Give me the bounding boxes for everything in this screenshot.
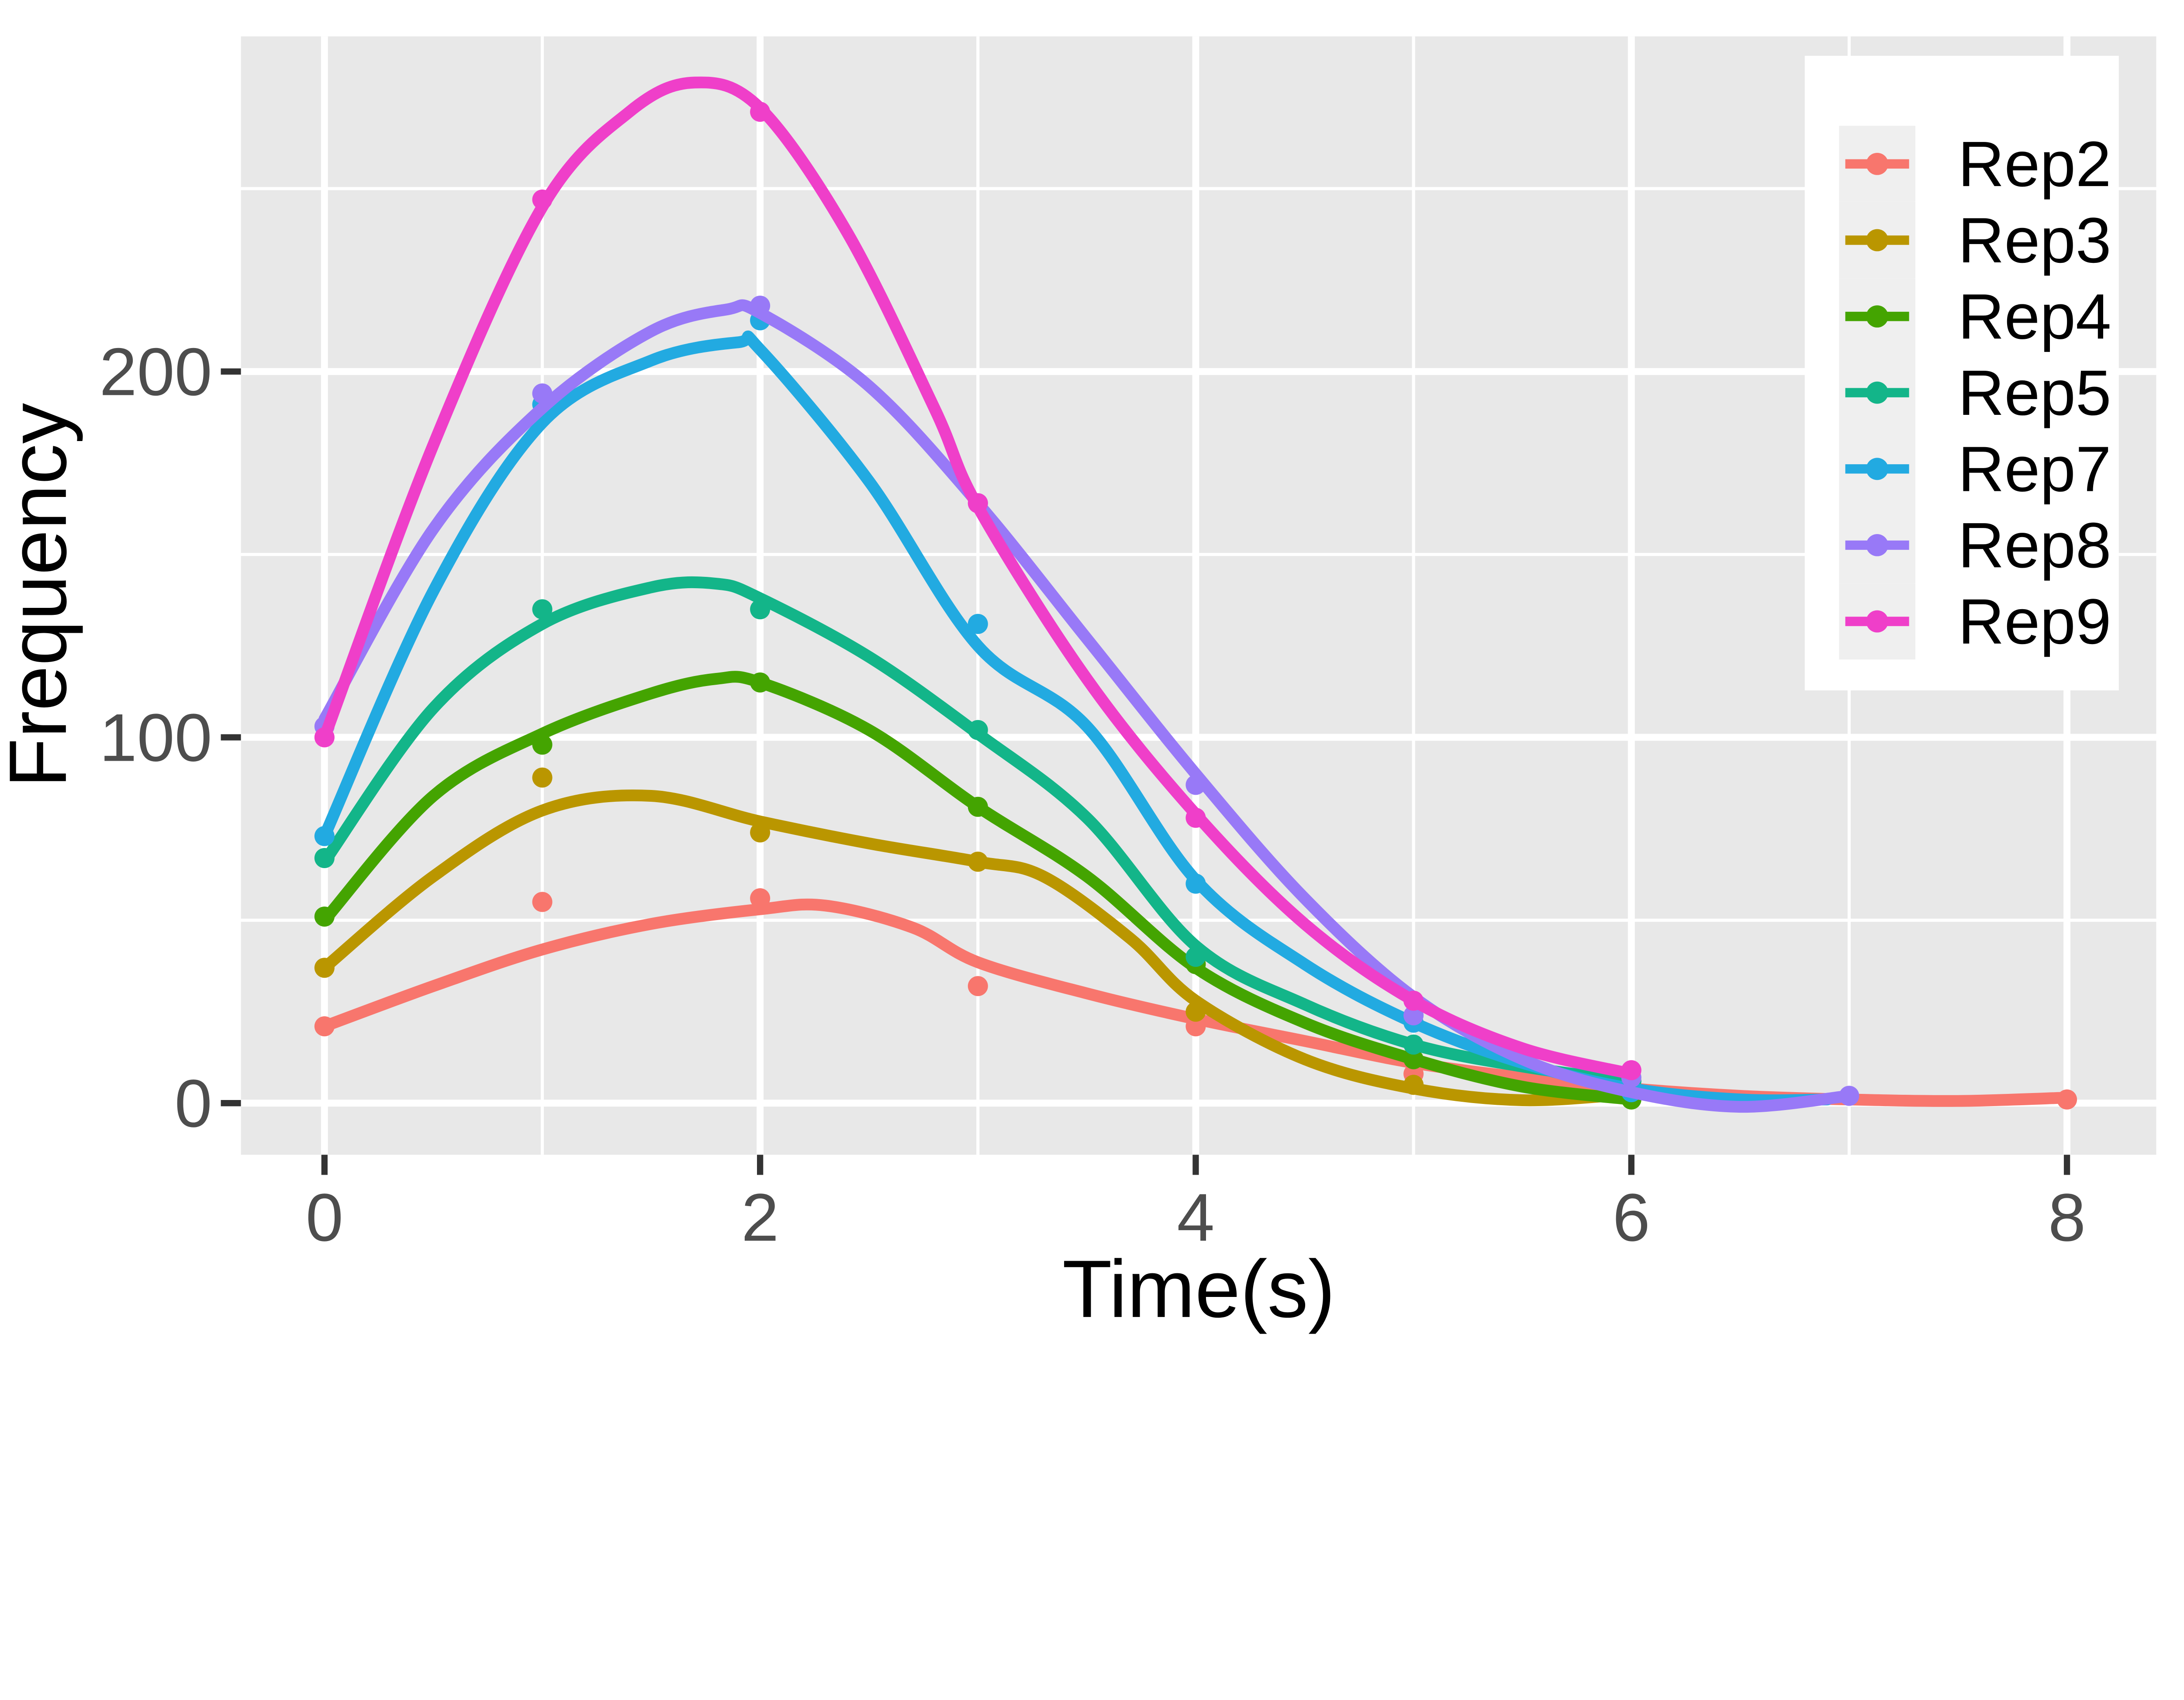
data-point-rep3 (1185, 1001, 1206, 1022)
frequency-vs-time-chart: 0 2 4 6 8 0 100 200 Time(s) Frequency Rep2Rep3… (0, 36, 2156, 1334)
legend-dot-rep3 (1866, 229, 1889, 252)
data-point-rep3 (968, 852, 988, 872)
data-point-rep3 (1403, 1075, 1424, 1095)
data-point-rep7 (968, 614, 988, 634)
legend-dot-rep4 (1866, 305, 1889, 328)
axis-tick-marks (221, 368, 2070, 1175)
x-tick-label: 0 (306, 1179, 343, 1255)
legend-dot-rep8 (1866, 534, 1889, 556)
chart-page: 0 2 4 6 8 0 100 200 Time(s) Frequency Rep2 Rep3… (0, 36, 2156, 1334)
y-axis-title: Frequency (0, 403, 83, 788)
y-tick-label: 100 (100, 700, 212, 775)
data-point-rep4 (1403, 1049, 1424, 1069)
legend-label-rep7: Rep7 (1958, 434, 2111, 505)
legend-dot-rep7 (1866, 458, 1889, 480)
series-layer (314, 76, 2077, 1113)
x-tick-label: 8 (2048, 1179, 2086, 1255)
smooth-line-rep4 (318, 671, 1638, 1106)
data-point-rep7 (1185, 873, 1206, 894)
data-point-rep8 (1185, 775, 1206, 795)
data-point-rep8 (750, 295, 771, 316)
data-point-rep4 (314, 906, 335, 927)
data-point-rep9 (1621, 1060, 1641, 1080)
x-tick-label: 4 (1177, 1179, 1214, 1255)
data-point-rep9 (314, 727, 335, 748)
legend-label-rep2: Rep2 (1958, 128, 2111, 200)
y-tick-label: 200 (100, 334, 212, 410)
data-point-rep2 (2057, 1089, 2077, 1110)
data-point-rep9 (750, 102, 771, 122)
data-point-rep9 (532, 190, 553, 210)
smooth-line-rep5 (318, 576, 1638, 1087)
x-tick-label: 6 (1613, 1179, 1650, 1255)
data-point-rep8 (1403, 1005, 1424, 1026)
data-point-rep5 (314, 848, 335, 868)
x-tick-label: 2 (741, 1179, 779, 1255)
smooth-line-rep3 (318, 789, 1638, 1107)
data-point-rep2 (750, 888, 771, 909)
data-point-rep4 (968, 797, 988, 817)
legend-dot-rep2 (1866, 152, 1889, 175)
data-point-rep9 (968, 493, 988, 514)
legend-label-rep3: Rep3 (1958, 205, 2111, 276)
legend-label-rep4: Rep4 (1958, 281, 2111, 352)
data-point-rep8 (1839, 1086, 1859, 1106)
data-point-rep2 (314, 1016, 335, 1037)
data-point-rep5 (968, 720, 988, 740)
data-point-rep3 (314, 958, 335, 978)
legend-label-rep5: Rep5 (1958, 357, 2111, 429)
data-point-rep5 (532, 599, 553, 620)
y-tick-label: 0 (175, 1066, 212, 1141)
data-point-rep7 (314, 826, 335, 846)
data-point-rep2 (532, 892, 553, 912)
x-axis-tick-labels: 0 2 4 6 8 (306, 1179, 2086, 1255)
data-point-rep5 (1185, 947, 1206, 967)
x-axis-title: Time(s) (1062, 1243, 1335, 1334)
smooth-line-rep9 (318, 76, 1638, 1080)
data-point-rep2 (968, 976, 988, 997)
data-point-rep2 (1185, 1016, 1206, 1037)
data-point-rep5 (1403, 1034, 1424, 1055)
data-point-rep4 (532, 734, 553, 755)
legend-label-rep9: Rep9 (1958, 586, 2111, 658)
y-axis-tick-labels: 0 100 200 (100, 334, 212, 1141)
data-point-rep3 (532, 767, 553, 788)
smooth-line-rep8 (318, 299, 1855, 1113)
legend-dot-rep5 (1866, 381, 1889, 404)
data-point-rep9 (1185, 807, 1206, 828)
legend-dot-rep9 (1866, 610, 1889, 633)
data-point-rep5 (750, 599, 771, 620)
data-point-rep3 (750, 822, 771, 843)
data-point-rep9 (1403, 990, 1424, 1011)
legend-label-rep8: Rep8 (1958, 510, 2111, 581)
data-point-rep4 (750, 672, 771, 693)
data-point-rep8 (532, 383, 553, 404)
